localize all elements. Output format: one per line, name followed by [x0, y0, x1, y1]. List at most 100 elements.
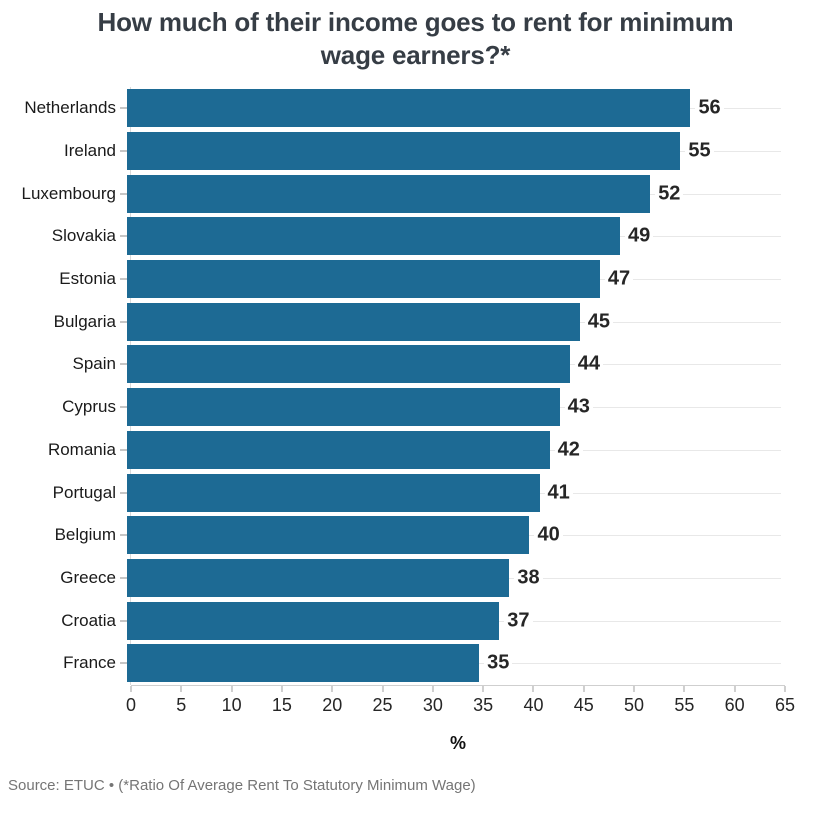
- bar: [127, 516, 530, 555]
- category-label: Portugal: [52, 482, 116, 502]
- x-tick-mark: [582, 686, 585, 692]
- value-label: 41: [544, 481, 573, 505]
- bar-row: Portugal 41: [0, 471, 831, 514]
- bar-row: Slovakia 49: [0, 215, 831, 258]
- y-tick-mark: [120, 619, 127, 622]
- bar-row: Netherlands 56: [0, 87, 831, 130]
- bar-row: Bulgaria 45: [0, 300, 831, 343]
- category-label: Bulgaria: [53, 311, 116, 331]
- value-label: 56: [695, 96, 724, 120]
- y-tick-mark: [120, 576, 127, 579]
- category-label: Estonia: [59, 269, 116, 289]
- value-label: 49: [625, 224, 654, 248]
- x-tick: 15: [272, 686, 292, 716]
- x-tick-mark: [784, 686, 786, 692]
- x-tick-mark: [633, 686, 636, 692]
- x-tick-label: 55: [674, 695, 695, 715]
- value-label: 38: [514, 566, 543, 590]
- chart-title: How much of their income goes to rent fo…: [0, 6, 831, 72]
- x-tick: 55: [674, 686, 694, 716]
- source-note: Source: ETUC • (*Ratio Of Average Rent T…: [8, 777, 476, 794]
- category-label: Spain: [72, 354, 116, 374]
- bar-row: Croatia 37: [0, 599, 831, 642]
- y-axis-line: [130, 87, 131, 685]
- x-tick-label: 40: [523, 695, 544, 715]
- x-tick-label: 45: [573, 695, 594, 715]
- bar: [127, 260, 600, 299]
- x-tick-label: 10: [221, 695, 242, 715]
- x-tick: 0: [126, 686, 136, 716]
- bar-area: 49: [127, 215, 781, 258]
- bar-row: Greece 38: [0, 557, 831, 600]
- x-tick: 35: [473, 686, 493, 716]
- y-tick-mark: [120, 406, 127, 409]
- bar-row: Estonia 47: [0, 258, 831, 301]
- x-tick-label: 5: [176, 695, 187, 715]
- bar-row: Ireland 55: [0, 130, 831, 173]
- bar-row: Cyprus 43: [0, 386, 831, 429]
- bar-row: Luxembourg 52: [0, 172, 831, 215]
- x-tick-mark: [280, 686, 283, 692]
- bar: [127, 174, 651, 213]
- x-tick: 10: [222, 686, 242, 716]
- value-label: 37: [504, 609, 533, 633]
- category-label: Luxembourg: [21, 183, 116, 203]
- bar: [127, 644, 480, 683]
- x-tick-mark: [180, 686, 183, 692]
- category-label: Romania: [47, 439, 116, 459]
- value-label: 42: [554, 438, 583, 462]
- bar: [127, 430, 550, 469]
- bar-area: 41: [127, 471, 781, 514]
- bar-area: 37: [127, 599, 781, 642]
- value-label: 43: [564, 395, 593, 419]
- value-label: 55: [685, 139, 714, 163]
- bar: [127, 132, 681, 171]
- category-label: Netherlands: [24, 98, 116, 118]
- value-label: 47: [604, 267, 634, 291]
- x-tick-label: 25: [372, 695, 393, 715]
- y-tick-mark: [120, 363, 127, 366]
- x-tick: 30: [423, 686, 443, 716]
- bar: [127, 388, 560, 427]
- bar-area: 55: [127, 130, 781, 173]
- bar: [127, 473, 540, 512]
- y-tick-mark: [120, 448, 127, 451]
- x-tick: 40: [523, 686, 543, 716]
- x-tick: 25: [373, 686, 393, 716]
- x-tick-mark: [482, 686, 485, 692]
- y-tick-mark: [120, 107, 127, 110]
- x-tick-label: 15: [271, 695, 292, 715]
- bar-row: France 35: [0, 642, 831, 685]
- x-tick: 45: [574, 686, 594, 716]
- x-tick: 20: [322, 686, 342, 716]
- y-tick-mark: [120, 662, 127, 665]
- bar: [127, 302, 580, 341]
- bar: [127, 89, 691, 128]
- chart-title-line2: wage earners?*: [320, 40, 511, 70]
- x-tick-label: 30: [422, 695, 443, 715]
- bar-row: Spain 44: [0, 343, 831, 386]
- chart-title-line1: How much of their income goes to rent fo…: [97, 7, 734, 37]
- category-label: France: [63, 653, 116, 673]
- category-label: Cyprus: [62, 397, 116, 417]
- x-tick-label: 0: [125, 695, 137, 715]
- category-label: Croatia: [61, 610, 116, 630]
- value-label: 44: [574, 352, 603, 376]
- y-tick-mark: [120, 320, 127, 323]
- x-tick: 50: [624, 686, 644, 716]
- bar: [127, 217, 620, 256]
- x-tick-mark: [381, 686, 384, 692]
- y-tick-mark: [120, 278, 127, 281]
- bar-area: 43: [127, 386, 781, 429]
- x-tick-mark: [230, 686, 233, 692]
- x-tick-label: 20: [322, 695, 343, 715]
- category-label: Greece: [60, 567, 116, 587]
- category-label: Belgium: [54, 525, 116, 545]
- value-label: 45: [584, 310, 614, 334]
- x-tick-mark: [683, 686, 686, 692]
- bar-area: 47: [127, 258, 781, 301]
- bar: [127, 601, 500, 640]
- bar-row: Romania 42: [0, 429, 831, 472]
- value-label: 52: [655, 182, 684, 206]
- x-tick-label: 60: [724, 695, 745, 715]
